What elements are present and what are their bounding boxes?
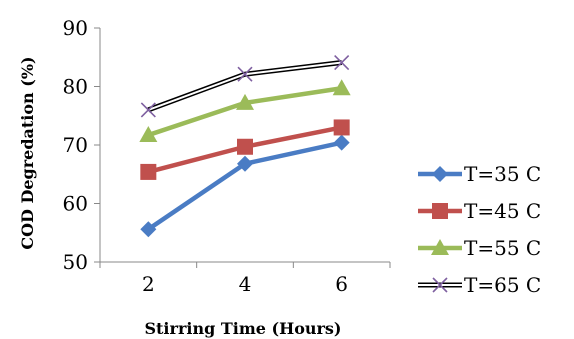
data-point-stroke xyxy=(334,54,350,71)
series-2 xyxy=(140,119,350,180)
legend-label: T=45 C xyxy=(464,199,541,223)
series-4 xyxy=(140,54,350,118)
y-tick-label: 90 xyxy=(63,16,88,40)
data-point xyxy=(140,102,156,118)
data-point xyxy=(432,277,448,293)
data-point xyxy=(432,166,448,182)
data-point-stroke xyxy=(140,102,156,118)
legend-label: T=55 C xyxy=(464,236,541,260)
data-point xyxy=(333,119,350,136)
legend: T=35 C T=45 C T=55 C T=65 C xyxy=(418,162,541,297)
y-axis-ticks: 50 60 70 80 90 xyxy=(63,16,100,274)
data-point xyxy=(237,155,253,172)
y-tick-label: 70 xyxy=(63,133,88,157)
legend-item: T=55 C xyxy=(418,236,541,260)
data-point xyxy=(140,221,157,238)
x-axis-ticks: 2 4 6 xyxy=(99,262,391,296)
data-point xyxy=(333,134,350,151)
legend-item: T=65 C xyxy=(418,273,541,297)
data-point xyxy=(139,126,158,143)
x-tick-label: 2 xyxy=(142,272,155,296)
series-line xyxy=(147,140,343,232)
series-1 xyxy=(140,134,350,238)
y-tick-label: 80 xyxy=(63,75,88,99)
data-point xyxy=(236,93,254,110)
legend-item: T=45 C xyxy=(418,199,541,223)
data-point-stroke xyxy=(432,277,448,293)
data-point xyxy=(237,66,253,82)
y-tick-label: 60 xyxy=(63,192,88,216)
x-axis-title: Stirring Time (Hours) xyxy=(144,319,341,338)
series-3 xyxy=(139,79,351,143)
data-point xyxy=(140,163,157,180)
series-layer xyxy=(139,54,351,238)
legend-label: T=65 C xyxy=(464,273,541,297)
x-tick-label: 4 xyxy=(239,272,252,296)
y-tick-label: 50 xyxy=(63,250,88,274)
legend-item: T=35 C xyxy=(418,162,541,186)
data-point xyxy=(237,138,253,155)
legend-label: T=35 C xyxy=(464,162,541,186)
data-point-stroke xyxy=(237,66,253,82)
data-point xyxy=(334,54,350,71)
axes xyxy=(99,28,390,263)
data-point xyxy=(332,79,351,96)
y-axis-title: COD Degredation (%) xyxy=(18,56,37,249)
data-point xyxy=(431,239,449,255)
x-tick-label: 6 xyxy=(335,272,348,296)
data-point xyxy=(432,203,448,219)
